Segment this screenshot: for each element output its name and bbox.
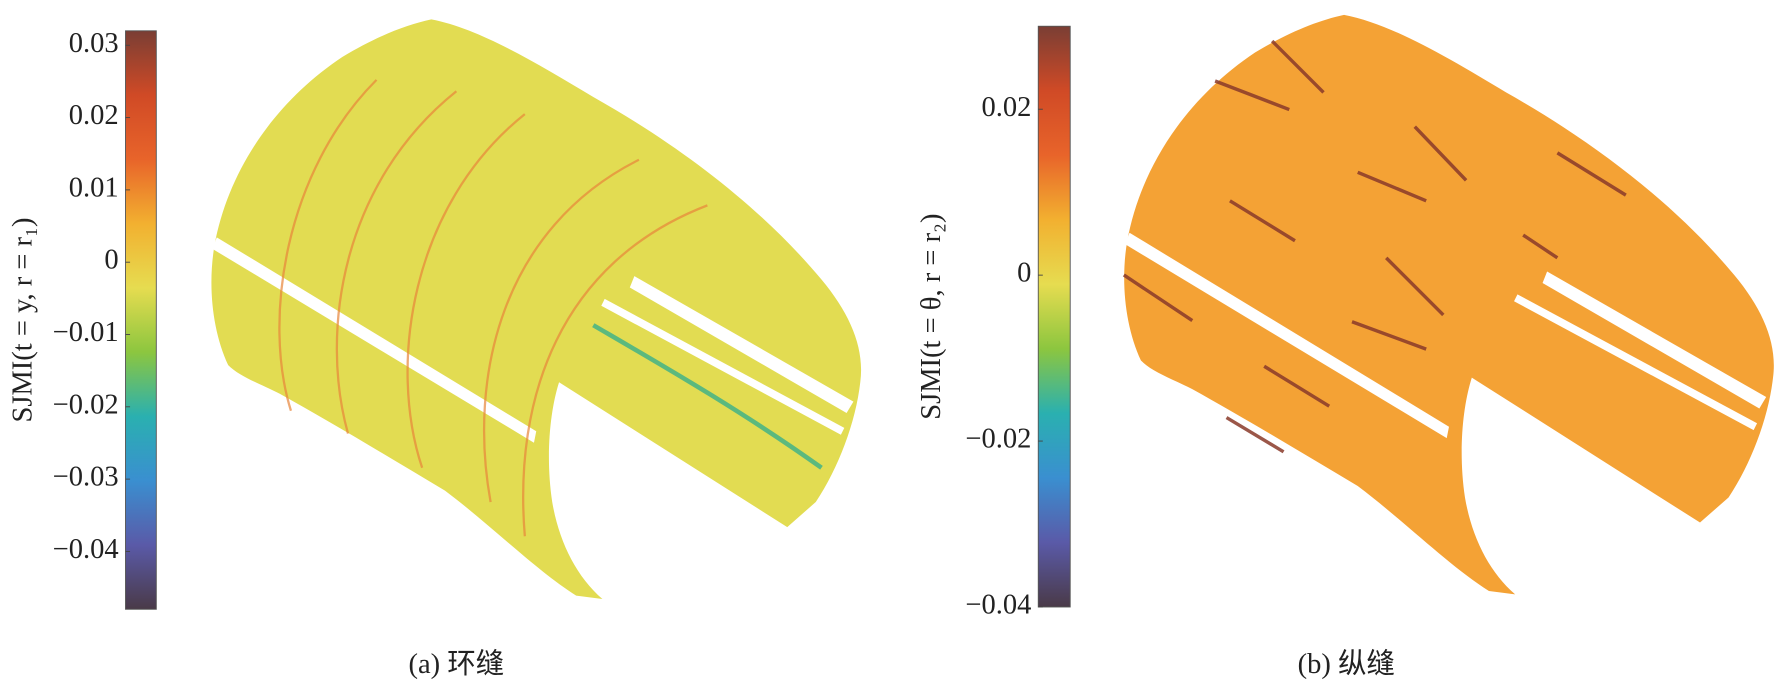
y-tick-label: −0.02 — [965, 424, 1031, 455]
gap — [1542, 271, 1767, 409]
y-tick-label: 0.01 — [69, 172, 119, 203]
y-tick-label: 0 — [1017, 258, 1031, 289]
caption: (a) 环缝 — [408, 648, 504, 680]
y-tick-label: −0.04 — [965, 590, 1031, 621]
colorbar — [125, 30, 157, 610]
gap — [212, 237, 537, 443]
y-axis-label: SJMI(t = θ, r = r₂) — [916, 213, 947, 419]
point-cloud — [211, 19, 862, 600]
gap — [1124, 232, 1449, 439]
gap — [629, 276, 854, 414]
y-tick-label: 0.02 — [982, 92, 1032, 123]
point-cloud — [1122, 14, 1774, 595]
tunnel-surface — [211, 19, 862, 600]
y-tick-label: 0 — [104, 245, 118, 276]
y-tick-label: 0.02 — [69, 100, 119, 131]
y-tick-label: −0.02 — [53, 389, 119, 420]
colorbar — [1037, 25, 1071, 608]
gap — [601, 298, 845, 435]
y-tick-label: −0.04 — [53, 534, 119, 565]
seam-streak — [592, 323, 823, 470]
y-tick-label: 0.03 — [69, 28, 119, 59]
seam-lines — [278, 79, 708, 537]
y-tick-label: −0.01 — [53, 317, 119, 348]
seam-lines — [1122, 39, 1627, 454]
tunnel-surface — [1124, 14, 1774, 595]
y-axis-label: SJMI(t = y, r = r₁) — [8, 218, 39, 423]
gap — [1514, 294, 1758, 431]
y-tick-label: −0.03 — [53, 462, 119, 493]
caption: (b) 纵缝 — [1298, 648, 1395, 680]
